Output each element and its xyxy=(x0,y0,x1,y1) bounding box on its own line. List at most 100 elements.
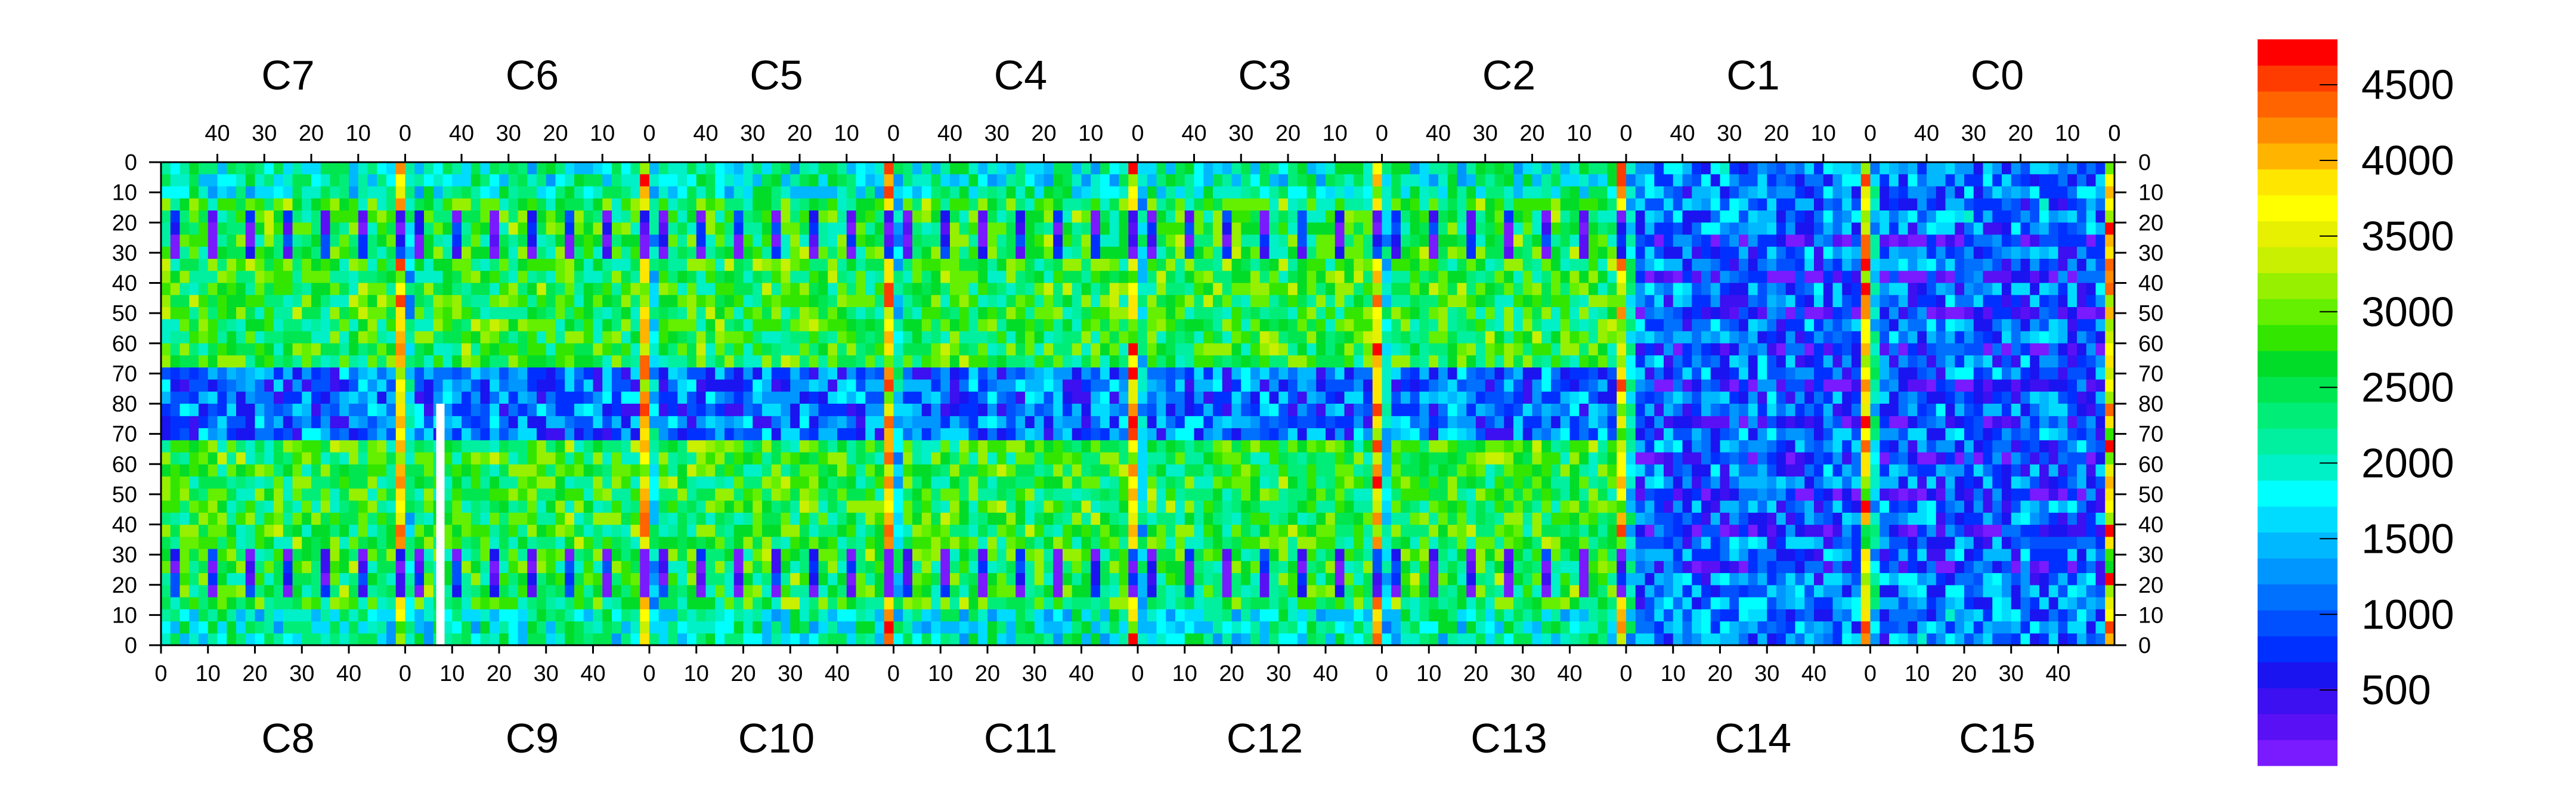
heatmap-cell xyxy=(424,174,434,187)
heatmap-cell xyxy=(499,524,509,537)
heatmap-cell xyxy=(1203,234,1213,247)
heatmap-cell xyxy=(302,307,312,320)
heatmap-cell xyxy=(687,367,697,380)
heatmap-cell xyxy=(1579,343,1589,356)
heatmap-cell xyxy=(640,186,650,199)
heatmap-cell xyxy=(800,246,810,259)
heatmap-cell xyxy=(1203,391,1213,404)
heatmap-cell xyxy=(320,488,331,501)
heatmap-cell xyxy=(621,500,631,513)
heatmap-cell xyxy=(1860,174,1871,187)
heatmap-cell xyxy=(358,572,369,586)
heatmap-cell xyxy=(677,367,688,380)
heatmap-cell xyxy=(1992,234,2002,247)
heatmap-cell xyxy=(1898,379,1909,392)
heatmap-cell xyxy=(1626,283,1636,296)
heatmap-cell xyxy=(1316,331,1326,344)
heatmap-cell xyxy=(320,524,331,537)
heatmap-cell xyxy=(621,174,631,187)
heatmap-cell xyxy=(311,500,321,513)
heatmap-cell xyxy=(442,609,453,622)
heatmap-cell xyxy=(1720,222,1730,236)
heatmap-cell xyxy=(602,561,612,574)
heatmap-cell xyxy=(1326,295,1336,308)
heatmap-cell xyxy=(1194,283,1204,296)
heatmap-cell xyxy=(217,609,227,622)
heatmap-cell xyxy=(1597,343,1608,356)
heatmap-cell xyxy=(1617,210,1627,223)
heatmap-cell xyxy=(1617,319,1627,332)
heatmap-cell xyxy=(856,234,866,247)
heatmap-cell xyxy=(1147,259,1157,271)
heatmap-cell xyxy=(1823,355,1834,368)
heatmap-cell xyxy=(1692,210,1702,223)
heatmap-cell xyxy=(762,259,772,271)
heatmap-cell xyxy=(255,597,265,609)
heatmap-cell xyxy=(1532,246,1542,259)
heatmap-cell xyxy=(612,500,622,513)
heatmap-cell xyxy=(1100,222,1110,236)
heatmap-cell xyxy=(1119,210,1129,223)
heatmap-cell xyxy=(1626,174,1636,187)
heatmap-cell xyxy=(377,331,387,344)
heatmap-cell xyxy=(1654,174,1664,187)
heatmap-cell xyxy=(1955,367,1965,380)
heatmap-cell xyxy=(255,246,265,259)
heatmap-cell xyxy=(2011,331,2021,344)
heatmap-cell xyxy=(1852,271,1862,284)
heatmap-cell xyxy=(1278,343,1289,356)
heatmap-cell xyxy=(1927,222,1937,236)
heatmap-cell xyxy=(2039,355,2049,368)
heatmap-cell xyxy=(893,222,903,236)
heatmap-cell xyxy=(264,439,274,453)
heatmap-cell xyxy=(1391,295,1401,308)
heatmap-cell xyxy=(1513,271,1524,284)
heatmap-cell xyxy=(1259,246,1270,259)
heatmap-cell xyxy=(1184,367,1195,380)
heatmap-cell xyxy=(968,307,979,320)
heatmap-cell xyxy=(1466,331,1476,344)
heatmap-cell xyxy=(1363,391,1373,404)
heatmap-cell xyxy=(1288,307,1298,320)
heatmap-cell xyxy=(884,246,894,259)
heatmap-cell xyxy=(2077,355,2087,368)
heatmap-cell xyxy=(414,584,425,597)
heatmap-cell xyxy=(1025,307,1035,320)
heatmap-cell xyxy=(1447,295,1458,308)
heatmap-cell xyxy=(1156,295,1166,308)
heatmap-cell xyxy=(1513,246,1524,259)
heatmap-cell xyxy=(1945,307,1955,320)
heatmap-cell xyxy=(274,331,284,344)
heatmap-cell xyxy=(565,633,575,646)
heatmap-cell xyxy=(2039,222,2049,236)
heatmap-cell xyxy=(1767,283,1777,296)
heatmap-cell xyxy=(1964,186,1974,199)
heatmap-cell xyxy=(189,404,199,416)
heatmap-cell xyxy=(395,584,406,597)
heatmap-cell xyxy=(1682,367,1692,380)
heatmap-cell xyxy=(1532,271,1542,284)
heatmap-cell xyxy=(1259,222,1270,236)
heatmap-cell xyxy=(1269,295,1279,308)
heatmap-cell xyxy=(217,476,227,489)
heatmap-cell xyxy=(462,319,472,332)
heatmap-cell xyxy=(1504,246,1514,259)
heatmap-cell xyxy=(311,234,321,247)
heatmap-cell xyxy=(621,283,631,296)
heatmap-cell xyxy=(1569,271,1580,284)
heatmap-cell xyxy=(189,439,199,453)
heatmap-cell xyxy=(264,198,274,211)
heatmap-cell xyxy=(1072,343,1082,356)
heatmap-cell xyxy=(161,428,171,441)
heatmap-cell xyxy=(349,355,359,368)
heatmap-cell xyxy=(921,307,932,320)
heatmap-cell xyxy=(1908,246,1918,259)
heatmap-cell xyxy=(2105,367,2115,380)
heatmap-cell xyxy=(1213,343,1223,356)
heatmap-cell xyxy=(940,307,950,320)
heatmap-cell xyxy=(537,621,547,634)
heatmap-cell xyxy=(2011,271,2021,284)
heatmap-cell xyxy=(649,271,660,284)
heatmap-cell xyxy=(208,512,218,525)
heatmap-cell xyxy=(687,295,697,308)
